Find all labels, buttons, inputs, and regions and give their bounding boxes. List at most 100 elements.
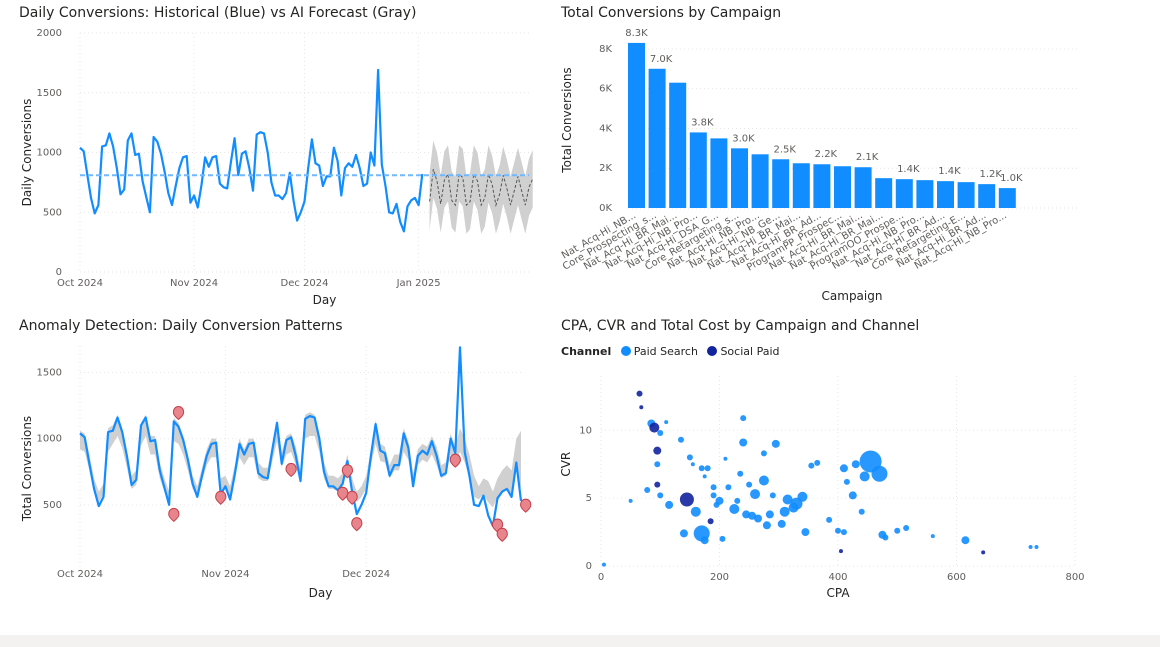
y-tick-label: 6K	[599, 84, 612, 95]
anomaly-marker	[337, 486, 349, 501]
anomaly-marker	[346, 490, 358, 505]
scatter-point	[843, 478, 850, 485]
anomaly-marker	[496, 527, 508, 542]
anomaly-marker	[285, 462, 297, 478]
bar	[854, 167, 872, 208]
scatter-point	[779, 506, 790, 517]
scatter-point	[654, 461, 661, 468]
scatter-legend[interactable]: Channel Paid Search Social Paid	[561, 345, 785, 358]
legend-item-social-paid[interactable]: Social Paid	[707, 345, 779, 358]
scatter-point	[871, 465, 888, 482]
scatter-point	[636, 390, 643, 397]
scatter-point	[760, 450, 767, 457]
anomaly-marker	[449, 453, 461, 468]
anomaly-marker	[215, 490, 227, 505]
y-tick-label: 1000	[37, 148, 62, 159]
legend-dot-social-paid	[707, 346, 718, 356]
x-tick-label: Oct 2024	[57, 569, 103, 580]
x-tick-label: Dec 2024	[281, 278, 329, 289]
bar	[813, 164, 831, 208]
legend-dot-paid-search	[620, 346, 631, 356]
campaign-bar-chart: 0K2K4K6K8KNat_Acq-Hi_NB...8.3KCore_Prosp…	[561, 28, 1078, 303]
scatter-point	[690, 462, 695, 467]
y-tick-label: 1500	[37, 88, 62, 99]
scatter-point	[758, 475, 769, 486]
scatter-point	[839, 464, 848, 473]
y-tick-label: 2K	[599, 163, 612, 174]
bar	[792, 163, 810, 208]
y-axis-title: Total Conversions	[20, 416, 34, 522]
scatter-point	[762, 521, 771, 530]
bar	[710, 138, 728, 208]
bar-data-label: 2.2K	[815, 149, 838, 160]
anomaly-chart-panel: Anomaly Detection: Daily Conversion Patt…	[19, 318, 539, 608]
bar	[937, 181, 954, 208]
x-axis-title: Day	[309, 586, 333, 600]
anomaly-marker	[341, 464, 354, 479]
scatter-point	[664, 420, 669, 425]
forecast-chart-title: Daily Conversions: Historical (Blue) vs …	[19, 5, 417, 21]
page-footer-strip	[0, 635, 1160, 647]
scatter-point	[601, 562, 606, 567]
scatter-point	[737, 470, 744, 477]
legend-label-social-paid: Social Paid	[720, 345, 780, 358]
scatter-point	[628, 498, 633, 503]
x-tick-label: 200	[710, 572, 729, 583]
x-tick-label: 800	[1065, 572, 1084, 583]
x-tick-label: Nov 2024	[170, 278, 218, 289]
x-tick-label: 400	[828, 572, 847, 583]
y-tick-label: 0K	[599, 203, 612, 214]
bar-data-label: 2.1K	[856, 152, 879, 163]
scatter-point	[771, 439, 780, 448]
scatter-point	[882, 534, 889, 541]
forecast-chart-panel: Daily Conversions: Historical (Blue) vs …	[19, 5, 539, 310]
y-axis-title: Total Conversions	[561, 67, 574, 173]
scatter-point	[826, 516, 833, 523]
scatter-chart-panel: CPA, CVR and Total Cost by Campaign and …	[561, 318, 1101, 608]
scatter-point	[710, 484, 717, 491]
scatter-point	[808, 462, 815, 469]
scatter-point	[657, 430, 664, 436]
scatter-point	[723, 456, 728, 461]
scatter-point	[750, 489, 761, 500]
bar-data-label: 1.4K	[897, 164, 920, 175]
x-tick-label: Jan 2025	[396, 278, 441, 289]
bar	[998, 188, 1016, 208]
scatter-point	[679, 529, 688, 538]
anomaly-chart: 500 1000 1500 Oct 2024 Nov 2024 Dec 2024 Day To…	[20, 346, 532, 600]
scatter-point	[848, 491, 857, 500]
scatter-point	[797, 491, 808, 502]
anomaly-marker	[168, 507, 180, 523]
scatter-point	[746, 481, 753, 488]
scatter-point	[840, 529, 847, 536]
scatter-point	[715, 496, 724, 505]
x-tick-label: Nov 2024	[201, 569, 249, 580]
y-tick-label: 2000	[37, 28, 62, 39]
campaign-bar-chart-title: Total Conversions by Campaign	[561, 5, 782, 21]
legend-title: Channel	[561, 345, 612, 358]
y-tick-label: 1000	[37, 434, 62, 445]
y-tick-label: 4K	[599, 123, 612, 134]
bar	[978, 184, 996, 208]
campaign-bar-chart-panel: Total Conversions by Campaign 0K 2K 4K 6K 8K…	[561, 5, 1081, 310]
scatter-point	[734, 497, 741, 504]
x-axis-title: CPA	[826, 586, 850, 600]
bar	[731, 148, 748, 208]
scatter-point	[903, 525, 910, 531]
scatter-point	[729, 504, 740, 514]
scatter-point	[739, 438, 748, 447]
scatter-point	[686, 454, 693, 461]
bar-data-label: 3.0K	[732, 133, 755, 144]
scatter-point	[859, 471, 870, 482]
scatter-point	[782, 494, 793, 505]
scatter-point	[835, 527, 841, 534]
legend-item-paid-search[interactable]: Paid Search	[620, 345, 698, 358]
y-axis-title: Daily Conversions	[20, 99, 34, 207]
bar	[834, 166, 851, 208]
scatter-point	[690, 506, 701, 517]
scatter-point	[740, 415, 747, 422]
scatter-point	[725, 484, 732, 491]
scatter-point	[700, 536, 709, 545]
scatter-point	[644, 487, 651, 493]
x-tick-label: Oct 2024	[57, 278, 103, 289]
